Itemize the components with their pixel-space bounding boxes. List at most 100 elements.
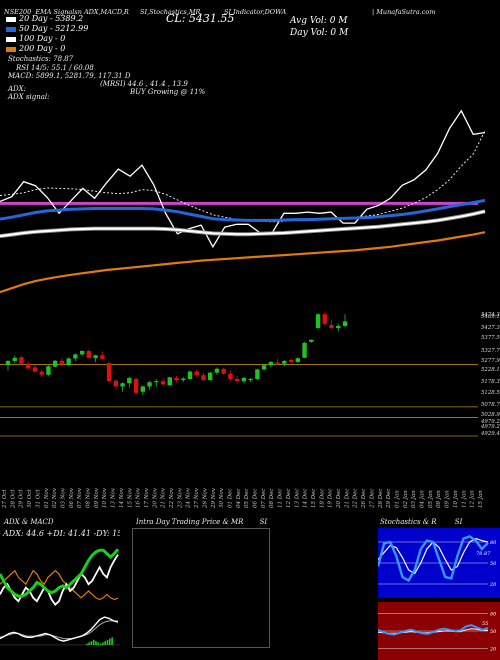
candle-body [194, 371, 199, 376]
macd-histogram-bar [99, 643, 102, 645]
date-label: 09 Jan [445, 490, 451, 508]
rsi-value-label: 55 [482, 621, 488, 627]
adx-signal-label: ADX signal: [8, 93, 50, 101]
date-label: 28 Nov [202, 487, 208, 509]
date-label: 15 Jan [478, 490, 484, 508]
candle-body [100, 355, 105, 359]
candle-body [174, 377, 179, 381]
candle-body [275, 362, 280, 364]
date-label: 04 Dec [236, 489, 242, 509]
price-label: 5128.58 [481, 390, 500, 396]
macd-histogram-bar [86, 643, 88, 645]
candle-body [214, 368, 220, 373]
ema20-swatch [6, 16, 16, 22]
date-label: 02 Jan [403, 490, 409, 508]
ema-overview-chart [0, 109, 486, 294]
rsi-tick-label: 80 [490, 612, 497, 618]
date-label: 01 Jan [394, 490, 400, 508]
price-candlestick-chart: 5474.385469.11 5427.33 5377.54 5327.74 5277.… [0, 312, 500, 510]
candle-body [167, 377, 172, 386]
chart-title: NSE200 EMA Signalsn ADX,MACD,R SI,Stocha… [4, 8, 435, 16]
date-label: 10 Nov [102, 487, 108, 508]
date-label: 27 Dec [369, 489, 375, 510]
date-label: 29 Oct [19, 489, 25, 509]
candle-body [221, 368, 226, 374]
date-label: 06 Nov [69, 487, 75, 508]
candle-body [248, 379, 253, 381]
price-label: 5474.38 [481, 312, 500, 318]
candle-body [66, 358, 71, 366]
date-label: 13 Dec [294, 489, 300, 509]
date-label: 15 Nov [127, 487, 133, 508]
stoch-value-label: 78.87 [476, 551, 491, 557]
date-label: 08 Jan [436, 490, 442, 508]
candle-body [288, 359, 294, 363]
title-part: SI Indicator,DOWA [224, 8, 287, 16]
candle-body [295, 358, 301, 363]
ema-legend-item: 20 Day - 5389.2 [6, 14, 88, 24]
ema200-swatch [6, 46, 16, 52]
date-label: 05 Dec [244, 489, 250, 509]
candle-body [268, 362, 274, 366]
candle-body [46, 366, 51, 375]
date-label: 01 Nov [44, 487, 50, 508]
stochastics-chart: 80 50 20 78.87 [378, 528, 500, 598]
date-label: 06 Dec [253, 489, 259, 509]
candle-body [255, 369, 260, 380]
date-label: 08 Dec [269, 489, 275, 509]
adx-macd-title: ADX & MACD [4, 518, 54, 526]
date-label: 10 Jan [453, 490, 459, 508]
minus-di-line [0, 569, 119, 601]
adx-chart [0, 548, 120, 606]
macd-histogram-bar [90, 641, 93, 645]
ema50-swatch [6, 26, 16, 32]
plus-di-line [0, 554, 119, 606]
avg-volume: Avg Vol: 0 M [290, 16, 348, 26]
date-label: 15 Dec [311, 489, 317, 509]
candle-body [113, 380, 119, 387]
price-label: 5078.78 [481, 402, 500, 408]
candle-body [241, 377, 247, 382]
ema100-swatch [6, 36, 16, 42]
candle-body [329, 324, 334, 329]
date-label: 18 Dec [319, 489, 325, 509]
price-label: 4979.2 [480, 424, 500, 430]
date-label: 30 Oct [27, 489, 33, 508]
candle-body [120, 383, 125, 387]
stoch-tick-label: 20 [489, 582, 497, 588]
macd-histogram-bar [97, 642, 100, 645]
stoch-tick-label: 50 [490, 561, 497, 567]
date-label: 23 Nov [177, 487, 183, 509]
date-label: 11 Jan [461, 490, 467, 508]
price-label: 5028.99 [481, 412, 500, 418]
candle-body [106, 363, 112, 382]
title-part: | MunafaSutra.com [372, 8, 436, 16]
date-label: 17 Nov [144, 487, 150, 508]
date-label: 22 Dec [353, 489, 359, 510]
price-label: 5427.33 [481, 325, 500, 331]
date-label: 20 Dec [336, 489, 342, 510]
stoch-tick-label: 80 [490, 540, 497, 546]
candle-body [127, 377, 132, 384]
candle-body [32, 367, 38, 372]
candle-body [302, 342, 307, 358]
candle-body [315, 314, 321, 329]
date-label: 03 Jan [411, 490, 417, 508]
date-label: 27 Oct [2, 489, 8, 509]
adx-values: ADX: 44.6 +DI: 41.41 -DY: 15.8 [3, 529, 120, 538]
ema-legend: 20 Day - 5389.2 50 Day - 5212.99 100 Day… [6, 14, 88, 54]
date-label: 19 Dec [328, 489, 334, 509]
date-label: 14 Dec [303, 489, 309, 509]
price-label: 5277.95 [481, 358, 500, 364]
rsi-chart: 80 50 20 55 [378, 602, 500, 660]
macd-histogram-bar [102, 642, 104, 645]
series-line-100day [0, 210, 486, 238]
macd-chart [0, 616, 120, 646]
ema-legend-item: 50 Day - 5212.99 [6, 24, 88, 34]
candle-body [228, 373, 233, 380]
candle-body [86, 350, 92, 358]
price-label: 5228.16 [481, 367, 500, 373]
candle-body [154, 381, 159, 383]
date-label: 21 Dec [344, 489, 350, 510]
adx-line [0, 548, 120, 598]
